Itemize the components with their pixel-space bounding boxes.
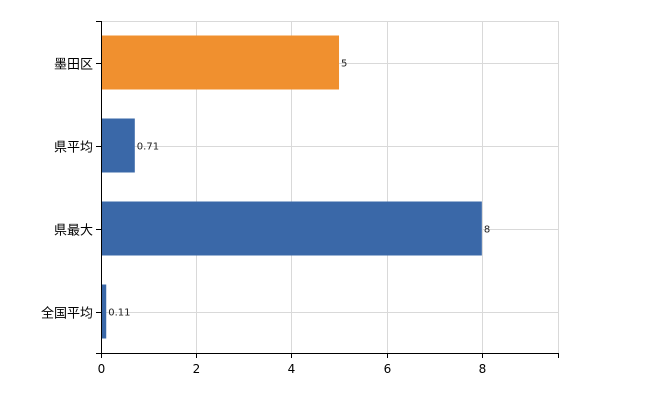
y-tick-label-1: 県平均 (54, 141, 93, 156)
x-tick-label-0: 0 (98, 362, 106, 376)
bar-3 (101, 284, 107, 339)
value-label-3: 0.11 (108, 308, 130, 319)
x-tick-label-2: 4 (288, 362, 296, 376)
bar-1 (101, 118, 135, 173)
value-label-0: 5 (341, 59, 347, 70)
bar-2 (101, 201, 482, 256)
bar-0 (101, 35, 340, 90)
y-tick-label-3: 全国平均 (41, 306, 93, 322)
y-tick-label-2: 県最大 (54, 224, 93, 239)
x-tick-label-3: 6 (384, 362, 392, 376)
value-label-2: 8 (484, 225, 490, 236)
value-label-1: 0.71 (137, 142, 159, 153)
y-tick-label-0: 墨田区 (54, 58, 93, 73)
x-tick-label-1: 2 (193, 362, 201, 376)
value-labels: 5 0.71 8 0.11 (108, 59, 490, 319)
x-tick-label-4: 8 (479, 362, 487, 376)
bars (101, 35, 482, 339)
